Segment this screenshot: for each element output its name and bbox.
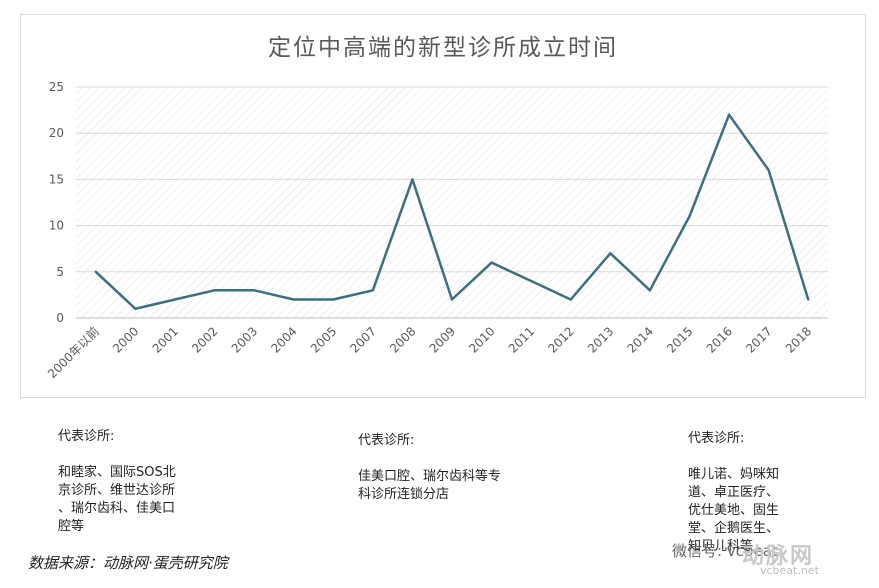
x-tick-label: 2013 — [585, 324, 616, 355]
wechat-watermark: 微信号: vcbeat — [672, 542, 778, 560]
data-point — [173, 298, 177, 301]
data-point — [213, 289, 216, 292]
note-right-title: 代表诊所: — [688, 431, 745, 446]
data-point — [648, 289, 652, 292]
y-tick-label: 5 — [56, 265, 64, 279]
x-tick-label: 2005 — [308, 324, 339, 355]
data-point — [134, 307, 137, 310]
note-right: 代表诊所: 唯儿诺、妈咪知 道、卓正医疗、 优仕美地、固生 堂、企鹅医生、 知贝… — [688, 412, 808, 556]
note-middle-text: 佳美口腔、瑞尔齿科等专 科诊所连锁分店 — [358, 469, 502, 502]
y-tick-label: 20 — [49, 126, 64, 140]
x-tick-label: 2018 — [783, 324, 814, 355]
x-tick-label: 2000 — [110, 324, 141, 355]
data-point — [688, 215, 691, 218]
x-tick-label: 2003 — [229, 324, 260, 355]
plot-area — [76, 87, 828, 318]
note-left-title: 代表诊所: — [58, 429, 115, 444]
note-left-text: 和睦家、国际SOS北 京诊所、维世达诊所 、瑞尔齿科、佳美口 腔等 — [58, 465, 176, 534]
data-point — [411, 178, 414, 181]
x-tick-label: 2008 — [387, 324, 418, 355]
x-tick-label: 2001 — [150, 324, 181, 355]
data-point — [727, 113, 731, 116]
data-point — [569, 298, 572, 301]
x-tick-label: 2009 — [427, 324, 458, 355]
y-tick-label: 25 — [49, 80, 64, 94]
data-point — [332, 298, 335, 301]
x-tick-label: 2012 — [545, 324, 576, 355]
x-tick-label: 2010 — [466, 324, 497, 355]
chart-title: 定位中高端的新型诊所成立时间 — [268, 35, 618, 61]
note-left: 代表诊所: 和睦家、国际SOS北 京诊所、维世达诊所 、瑞尔齿科、佳美口 腔等 — [58, 410, 208, 536]
data-point — [252, 289, 256, 292]
series-group — [94, 113, 810, 311]
chart-frame — [20, 14, 866, 398]
data-point — [450, 298, 454, 301]
x-tick-label: 2014 — [625, 324, 656, 355]
y-tick-label: 10 — [49, 219, 64, 233]
note-right-text: 唯儿诺、妈咪知 道、卓正医疗、 优仕美地、固生 堂、企鹅医生、 知贝儿科等 — [688, 467, 780, 554]
note-middle-title: 代表诊所: — [358, 433, 415, 448]
x-tick-label: 2011 — [506, 324, 537, 355]
x-tick-label: 2000年以前 — [44, 324, 102, 382]
data-point — [490, 261, 493, 264]
data-point — [292, 298, 295, 301]
note-middle: 代表诊所: 佳美口腔、瑞尔齿科等专 科诊所连锁分店 — [358, 414, 533, 504]
data-point — [807, 298, 810, 301]
x-tick-label: 2015 — [664, 324, 695, 355]
y-tick-label: 0 — [56, 311, 64, 325]
x-tick-label: 2016 — [704, 324, 735, 355]
data-source: 数据来源：动脉网·蛋壳研究院 — [28, 554, 228, 572]
data-point — [94, 270, 97, 273]
x-tick-label: 2017 — [743, 324, 774, 355]
logo-watermark: 动脉网 — [742, 544, 815, 569]
x-tick-label: 2002 — [189, 324, 220, 355]
x-tick-label: 2007 — [347, 324, 378, 355]
data-point — [529, 279, 533, 283]
data-point — [609, 252, 612, 255]
data-point — [767, 168, 770, 172]
x-axis-ticks: 2000年以前 2000 2001 2002 2003 2004 2005 2007 2008 2… — [44, 324, 814, 382]
data-point — [371, 289, 375, 292]
gridlines — [76, 86, 828, 319]
y-tick-label: 15 — [49, 172, 64, 186]
x-tick-label: 2004 — [268, 324, 299, 355]
site-watermark: vcbeat.net — [760, 564, 819, 577]
y-axis-ticks: 0 5 10 15 20 25 — [49, 80, 64, 325]
